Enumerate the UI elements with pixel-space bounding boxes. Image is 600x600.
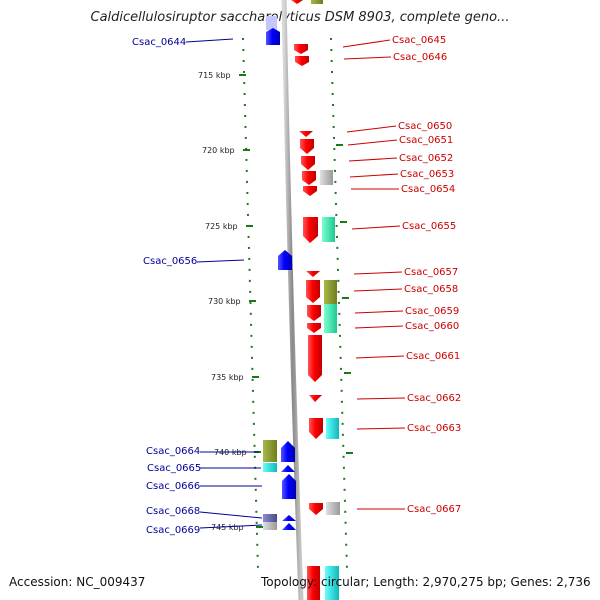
label-csac0664: Csac_0664 [146,446,200,457]
gene-csac0664 [281,441,295,462]
accession-text: Accession: NC_009437 [9,575,146,589]
gene-csac0654 [303,186,317,196]
gene-csac0650 [299,131,313,137]
forward-leaders [342,39,406,510]
axis-label-735: 735 kbp [211,373,244,382]
label-csac0657: Csac_0657 [404,267,458,278]
topology-text: Topology: circular; Length: 2,970,275 bp… [261,575,591,589]
label-csac0653: Csac_0653 [400,169,454,180]
label-csac0663: Csac_0663 [407,423,461,434]
label-csac0654: Csac_0654 [401,184,455,195]
gene-csac0662 [309,395,322,402]
right-ticks [336,144,353,454]
label-csac0659: Csac_0659 [405,306,459,317]
label-csac0656: Csac_0656 [143,256,197,267]
forward-labels[interactable]: Csac_0645 Csac_0646 Csac_0650 Csac_0651 … [392,35,461,515]
axis-label-720: 720 kbp [202,146,235,155]
gene-csac0660 [307,323,321,333]
gene-csac0653 [302,171,316,185]
gene-csac0665 [281,465,295,472]
label-csac0660: Csac_0660 [405,321,459,332]
forward-genes[interactable] [291,0,323,600]
gene-csac0646 [295,56,309,66]
axis-label-730: 730 kbp [208,297,241,306]
gene-csac0645 [291,0,303,4]
gene-csac0644 [266,28,280,45]
gene-csac0663 [309,418,323,439]
gene-bottom-red [307,566,320,600]
gene-csac0661 [308,335,322,382]
gene-csac0656 [278,250,292,270]
label-csac0668: Csac_0668 [146,506,200,517]
gene-csac0657 [306,271,320,277]
tick-track-left [242,37,259,571]
label-csac0667: Csac_0667 [407,504,461,515]
axis-label-725: 725 kbp [205,222,238,231]
axis-label-745: 745 kbp [211,523,244,532]
gene-csac0651 [300,139,314,154]
label-csac0669: Csac_0669 [146,525,200,536]
gene-csac0667 [309,503,323,515]
gene-csac0658 [306,280,320,303]
reverse-genes[interactable] [266,28,296,530]
label-csac0645: Csac_0645 [392,35,446,46]
genome-backbone [281,0,304,600]
reverse-labels[interactable]: Csac_0644 Csac_0656 Csac_0664 Csac_0665 … [132,37,201,536]
map-title: Caldicellulosiruptor saccharolyticus DSM… [90,10,510,25]
gene-csac0668 [282,515,296,521]
gene-csac0666 [282,474,296,499]
gene-csac0652 [301,156,315,170]
tick-track-right [330,37,348,571]
label-csac0644: Csac_0644 [132,37,186,48]
reverse-leaders [185,38,263,529]
label-csac0661: Csac_0661 [406,351,460,362]
label-csac0651: Csac_0651 [399,135,453,146]
axis-label-715: 715 kbp [198,71,231,80]
cog-boxes [263,0,340,600]
gene-csac0669 [282,523,296,530]
gene-csac0645b [294,44,308,54]
label-csac0665: Csac_0665 [147,463,201,474]
label-csac0646: Csac_0646 [393,52,447,63]
label-csac0650: Csac_0650 [398,121,452,132]
label-csac0652: Csac_0652 [399,153,453,164]
axis-labels: 715 kbp 720 kbp 725 kbp 730 kbp 735 kbp … [198,71,263,532]
gene-csac0659 [307,305,321,321]
gene-csac0655 [303,217,318,243]
label-csac0655: Csac_0655 [402,221,456,232]
label-csac0662: Csac_0662 [407,393,461,404]
label-csac0666: Csac_0666 [146,481,200,492]
label-csac0658: Csac_0658 [404,284,458,295]
